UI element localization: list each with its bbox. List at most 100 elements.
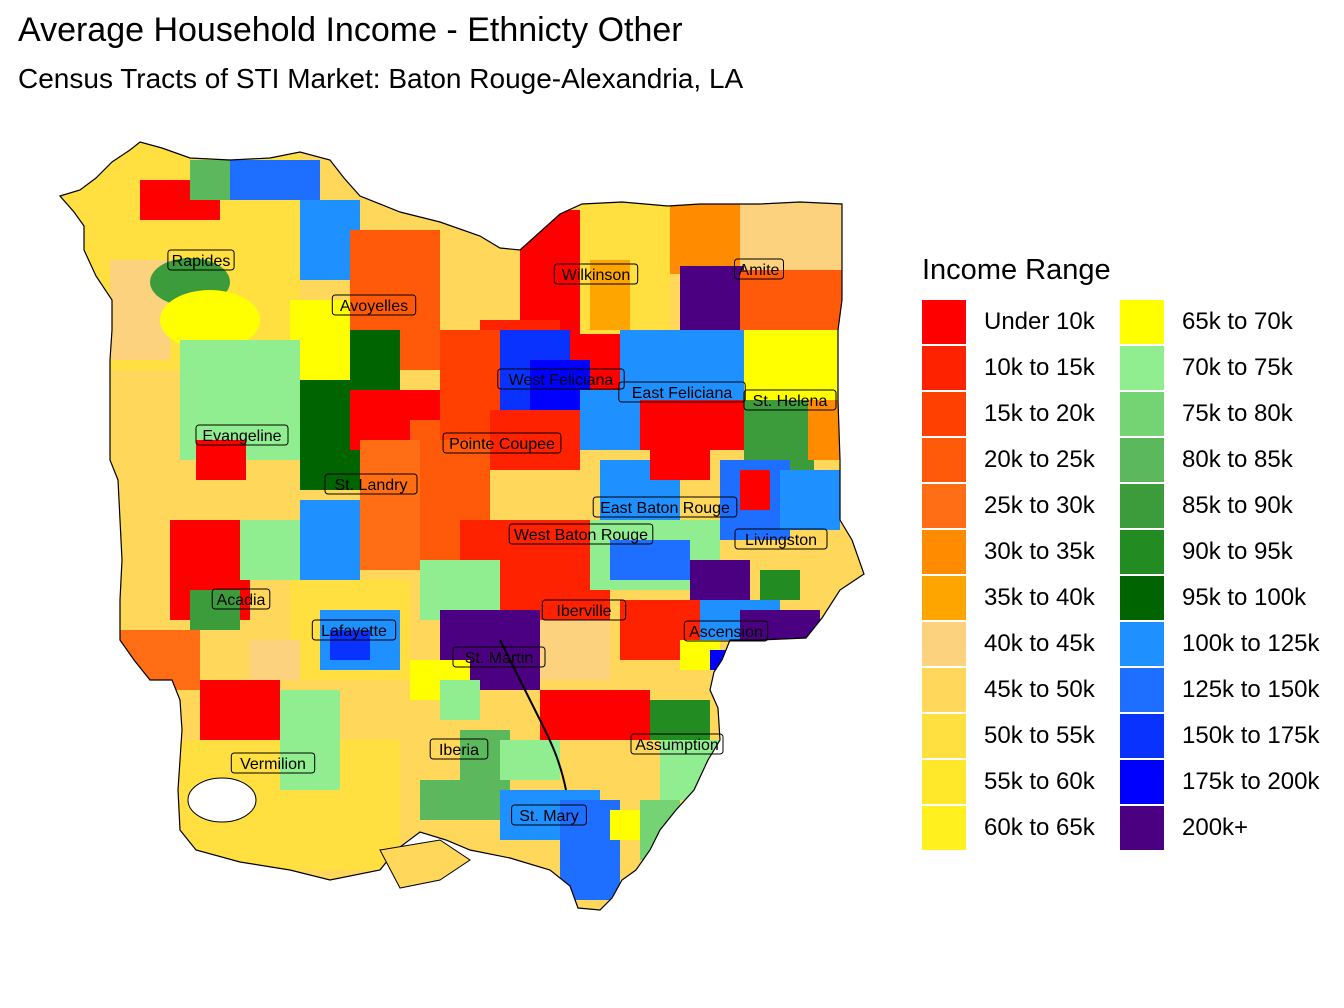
- legend-label: 35k to 40k: [984, 584, 1095, 611]
- legend-label: 25k to 30k: [984, 492, 1095, 519]
- legend-label: 15k to 20k: [984, 400, 1095, 427]
- legend-label: 75k to 80k: [1182, 400, 1293, 427]
- parish-labels: Rapides Avoyelles Wilkinson Amite West Felic…: [167, 249, 837, 826]
- legend-item: 20k to 25k: [922, 438, 1132, 484]
- legend-swatch: [1120, 346, 1164, 390]
- legend-item: 75k to 80k: [1120, 392, 1330, 438]
- parish-label: St. Helena: [753, 393, 828, 410]
- parish-label: West Baton Rouge: [514, 527, 648, 544]
- legend-item: 70k to 75k: [1120, 346, 1330, 392]
- parish-label: Assumption: [635, 737, 719, 754]
- parish-label-box: [452, 646, 546, 668]
- legend-item: 200k+: [1120, 806, 1330, 852]
- legend-label: 95k to 100k: [1182, 584, 1307, 611]
- legend-label: Under 10k: [984, 308, 1095, 335]
- parish-label-box: [683, 620, 769, 642]
- parish-label: Iberia: [439, 742, 479, 759]
- parish-label-box: [734, 528, 828, 550]
- parish-label: Pointe Coupee: [449, 436, 555, 453]
- parish-label: St. Landry: [335, 477, 408, 494]
- legend-swatch: [922, 346, 966, 390]
- legend-label: 125k to 150k: [1182, 676, 1320, 703]
- legend-swatch: [1120, 392, 1164, 436]
- legend-column-1: Under 10k 10k to 15k 15k to 20k 20k to 25k 2…: [922, 300, 1132, 852]
- parish-label-box: [630, 733, 724, 755]
- legend-item: 35k to 40k: [922, 576, 1132, 622]
- parish-label-box: [541, 599, 627, 621]
- legend-item: 55k to 60k: [922, 760, 1132, 806]
- parish-label: Livingston: [745, 532, 817, 549]
- legend-label: 85k to 90k: [1182, 492, 1293, 519]
- legend-swatch: [1120, 300, 1164, 344]
- legend-item: 80k to 85k: [1120, 438, 1330, 484]
- legend-swatch: [922, 714, 966, 758]
- legend-label: 90k to 95k: [1182, 538, 1293, 565]
- parish-label-box: [230, 752, 316, 774]
- legend-swatch: [1120, 714, 1164, 758]
- parish-label-box: [167, 249, 235, 271]
- legend-swatch: [922, 576, 966, 620]
- legend-title: Income Range: [922, 254, 1111, 286]
- river-water: [499, 639, 567, 791]
- legend-item: 10k to 15k: [922, 346, 1132, 392]
- island-coast: [379, 839, 471, 889]
- parish-label-box: [508, 523, 654, 545]
- legend-column-2: 65k to 70k 70k to 75k 75k to 80k 80k to 85k…: [1120, 300, 1330, 852]
- parish-label: Ascension: [689, 624, 763, 641]
- parish-label-box: [311, 619, 397, 641]
- legend-item: 65k to 70k: [1120, 300, 1330, 346]
- legend-label: 45k to 50k: [984, 676, 1095, 703]
- legend-label: 20k to 25k: [984, 446, 1095, 473]
- legend-item: 60k to 65k: [922, 806, 1132, 852]
- parish-label-box: [511, 804, 587, 826]
- market-boundary: [58, 141, 865, 911]
- legend-label: 150k to 175k: [1182, 722, 1320, 749]
- legend-item: 30k to 35k: [922, 530, 1132, 576]
- legend-label: 55k to 60k: [984, 768, 1095, 795]
- parish-label-box: [497, 368, 625, 390]
- legend-label: 100k to 125k: [1182, 630, 1320, 657]
- parish-label: West Feliciana: [509, 372, 614, 389]
- map-title: Average Household Income - Ethnicty Othe…: [18, 11, 683, 49]
- legend-swatch: [922, 622, 966, 666]
- parish-label-box: [734, 258, 784, 280]
- legend-item: 50k to 55k: [922, 714, 1132, 760]
- legend-swatch: [922, 438, 966, 482]
- legend-label: 60k to 65k: [984, 814, 1095, 841]
- legend-swatch: [922, 392, 966, 436]
- legend-label: 70k to 75k: [1182, 354, 1293, 381]
- legend-swatch: [922, 668, 966, 712]
- parish-label-box: [592, 496, 738, 518]
- legend-label: 40k to 45k: [984, 630, 1095, 657]
- legend-swatch: [922, 484, 966, 528]
- parish-label-box: [442, 432, 562, 454]
- parish-label-box: [195, 424, 289, 446]
- legend-swatch: [1120, 760, 1164, 804]
- parish-label: Avoyelles: [340, 298, 408, 315]
- legend-item: Under 10k: [922, 300, 1132, 346]
- parish-label: Amite: [739, 262, 780, 279]
- legend-item: 175k to 200k: [1120, 760, 1330, 806]
- legend-item: 15k to 20k: [922, 392, 1132, 438]
- legend-item: 150k to 175k: [1120, 714, 1330, 760]
- map-subtitle: Census Tracts of STI Market: Baton Rouge…: [18, 63, 744, 94]
- parish-label: East Feliciana: [632, 385, 733, 402]
- parish-label-box: [331, 294, 417, 316]
- legend-label: 10k to 15k: [984, 354, 1095, 381]
- legend-swatch: [1120, 622, 1164, 666]
- legend-item: 95k to 100k: [1120, 576, 1330, 622]
- legend-label: 30k to 35k: [984, 538, 1095, 565]
- legend-item: 100k to 125k: [1120, 622, 1330, 668]
- parish-label-box: [429, 738, 489, 760]
- legend-swatch: [1120, 668, 1164, 712]
- legend-item: 40k to 45k: [922, 622, 1132, 668]
- legend-swatch: [922, 806, 966, 850]
- parish-label-box: [211, 588, 271, 610]
- legend-swatch: [1120, 438, 1164, 482]
- parish-label: St. Martin: [465, 650, 533, 667]
- legend-item: 90k to 95k: [1120, 530, 1330, 576]
- parish-label: Iberville: [556, 603, 611, 620]
- parish-label: Wilkinson: [562, 267, 630, 284]
- legend-label: 65k to 70k: [1182, 308, 1293, 335]
